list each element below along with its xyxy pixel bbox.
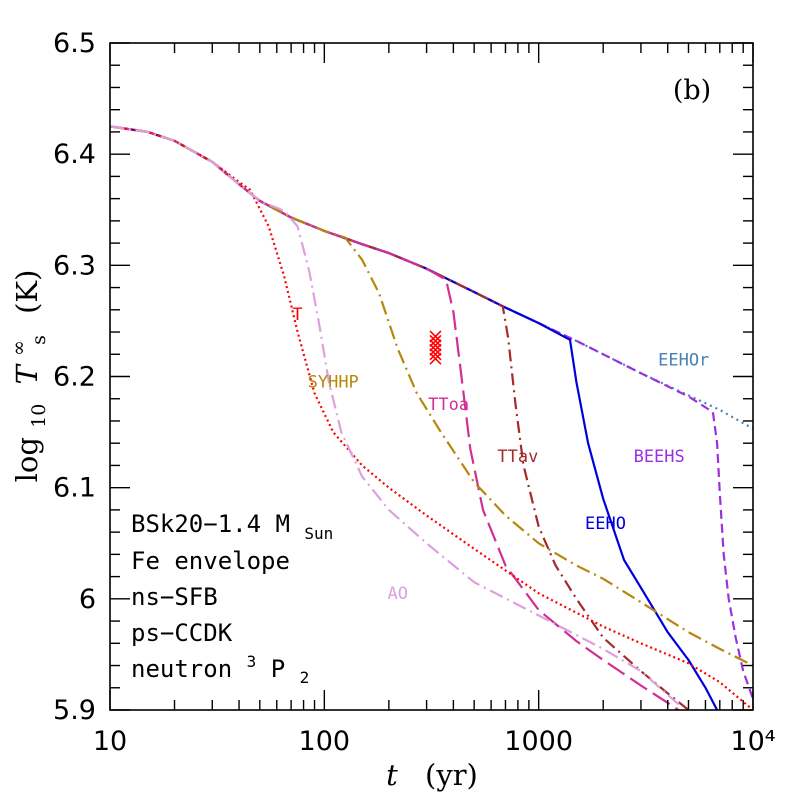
plot-frame (109, 42, 754, 711)
series-label-ttoa: TToa (428, 395, 469, 415)
y-axis-subscript: s (28, 335, 50, 345)
y-axis-superscript: ∞ (8, 340, 30, 356)
y-tick-label-6-1: 6.1 (53, 473, 96, 504)
x-tick-label-10-: 10⁴ (730, 726, 775, 757)
note-model-text: BSk20−1.4 M (131, 510, 290, 538)
model-notes: BSk20−1.4 M Sun Fe envelope ns−SFB ps−CC… (131, 510, 333, 687)
x-tick-label-10: 10 (93, 726, 127, 757)
series-labels: T SYHHP TToa TTav EEHO BEEHS EEHOr AO (292, 305, 709, 604)
note-neutron-sf: ns−SFB (131, 583, 218, 611)
note-model-sub: Sun (304, 524, 333, 543)
series-line-ao (110, 125, 680, 706)
y-tick-label-6-4: 6.4 (53, 139, 96, 170)
y-axis-title: log 10 T ∞ s (K) (0, 270, 52, 483)
series-label-syhhp: SYHHP (308, 373, 359, 393)
x-axis-variable: t (386, 758, 398, 792)
y-axis-unit: (K) (10, 270, 44, 314)
series-label-ao: AO (387, 584, 407, 604)
note-triplet-sup: 3 (247, 652, 257, 671)
observation-marker-1 (429, 334, 442, 347)
svg-text:log 10 T ∞: log 10 T ∞ s (K) (0, 270, 52, 483)
y-axis-log: log (10, 437, 44, 482)
series-label-eeho: EEHO (585, 514, 626, 534)
y-tick-label-6-2: 6.2 (53, 362, 96, 393)
x-axis-unit: (yr) (425, 758, 478, 792)
observation-marker-2 (429, 339, 442, 352)
y-tick-label-6: 6 (79, 584, 96, 615)
panel-label: (b) (673, 75, 711, 106)
observation-marker-4 (429, 348, 442, 361)
x-axis-title: t (yr) (386, 758, 478, 792)
svg-text:t (yr): t (yr) (386, 758, 478, 792)
y-tick-label-5-9: 5.9 (53, 695, 96, 726)
note-triplet-text: neutron (131, 655, 247, 683)
observation-marker-0 (429, 330, 442, 343)
series-line-t (110, 125, 753, 710)
y-tick-label-6-5: 6.5 (53, 28, 96, 59)
x-tick-label-1000: 1000 (504, 726, 573, 757)
observation-marker-3 (429, 343, 442, 356)
y-axis-log-base: 10 (28, 404, 50, 428)
series-label-eehor: EEHOr (658, 350, 709, 370)
series-label-beehs: BEEHS (634, 447, 685, 467)
y-axis-variable: T (10, 362, 44, 384)
tick-labels: 10 100 1000 10⁴ 5.9 6 6.1 6.2 6.3 6.4 6.5 (53, 28, 776, 757)
x-tick-label-100: 100 (299, 726, 351, 757)
note-triplet-p: P (271, 655, 285, 683)
y-tick-label-6-3: 6.3 (53, 250, 96, 281)
series-label-t: T (292, 305, 302, 325)
observation-markers (429, 330, 442, 365)
note-envelope: Fe envelope (131, 547, 290, 575)
observation-marker-5 (429, 352, 442, 365)
series-label-ttav: TTav (497, 447, 538, 467)
note-triplet: neutron 3 P 2 (131, 645, 309, 687)
note-model: BSk20−1.4 M Sun (131, 510, 333, 543)
note-proton-sf: ps−CCDK (131, 619, 233, 647)
note-triplet-sub: 2 (300, 668, 310, 687)
curves-layer (110, 125, 753, 710)
series-line-eehor (110, 125, 753, 430)
series-line-ttoa (110, 125, 680, 710)
